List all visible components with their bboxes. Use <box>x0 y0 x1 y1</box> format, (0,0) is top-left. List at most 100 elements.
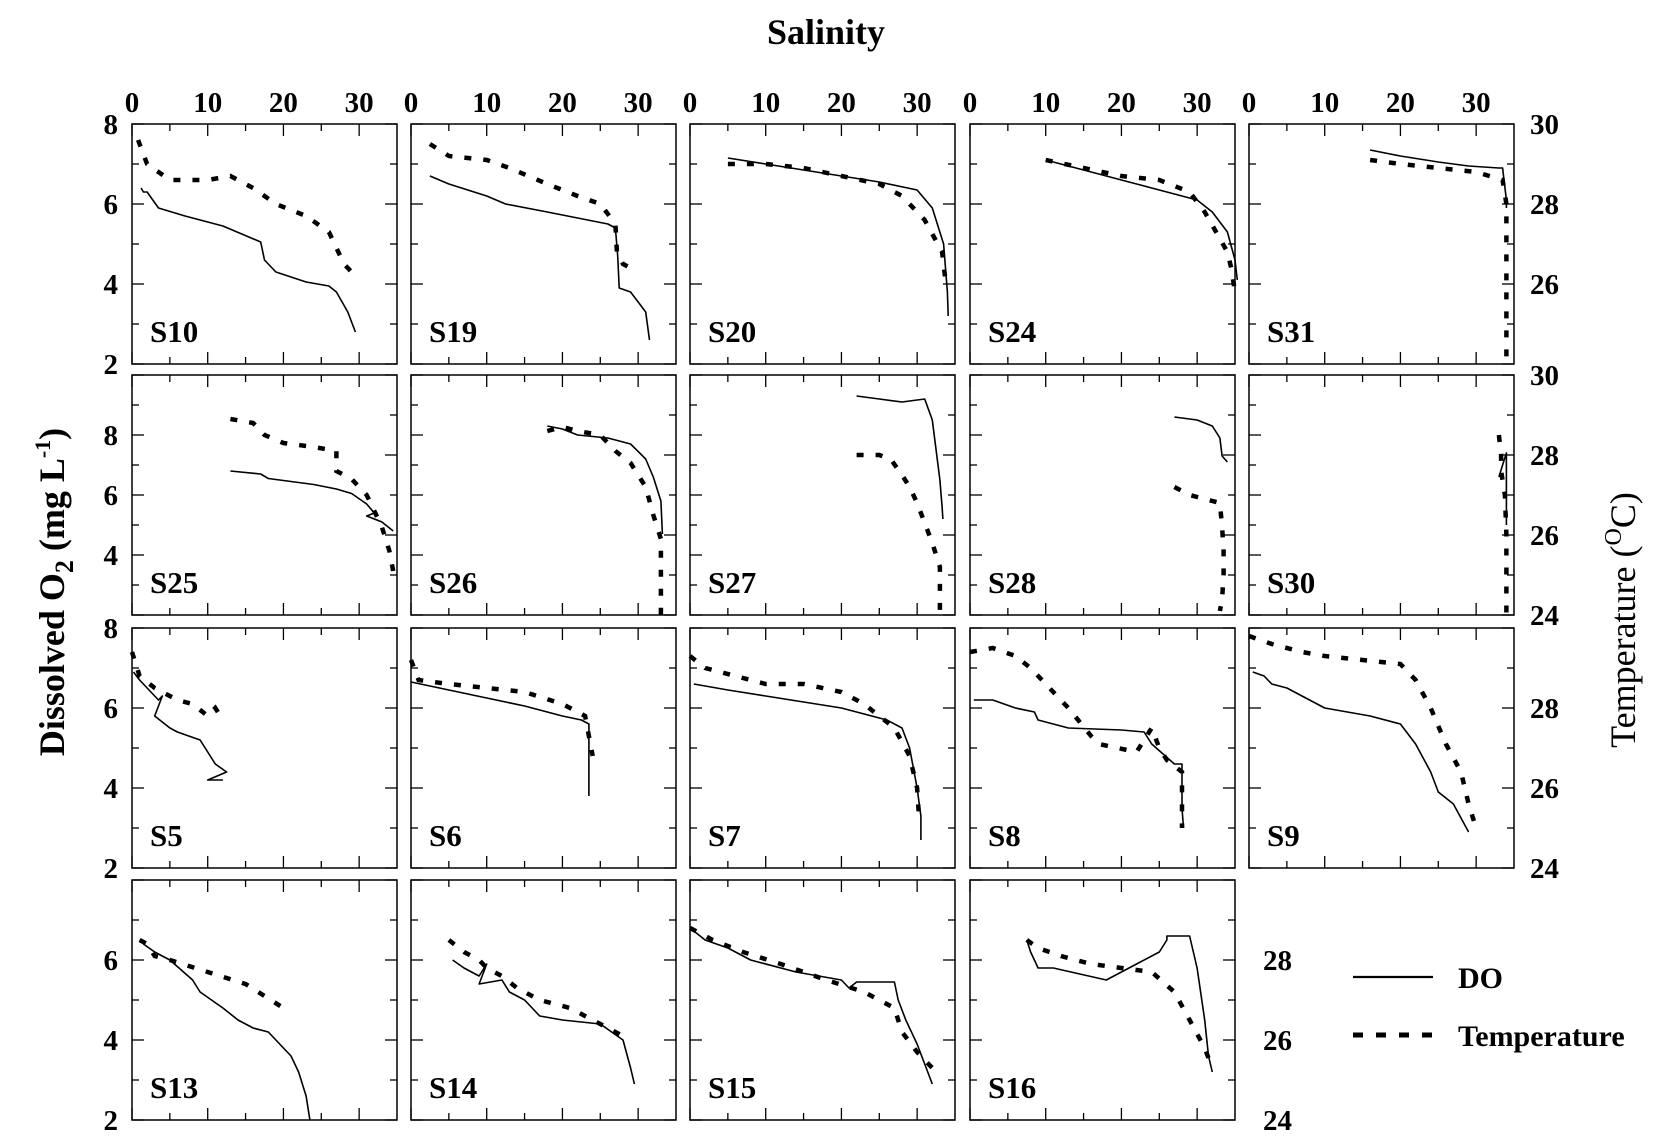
salinity-tick-label: 30 <box>345 87 374 119</box>
temperature-series-line <box>546 424 664 615</box>
do-tick-label: 6 <box>104 693 119 725</box>
station-label: S20 <box>708 314 756 349</box>
legend: DO Temperature <box>1353 962 1625 1053</box>
salinity-tick-label: 10 <box>1310 87 1339 119</box>
left-axis-title: Dissolved O2 (mg L-1) <box>30 428 79 756</box>
temperature-tick-label: 28 <box>1530 693 1559 725</box>
salinity-tick-label: 10 <box>1031 87 1060 119</box>
do-series-line <box>973 699 1185 829</box>
station-label: S6 <box>429 818 462 853</box>
temperature-tick-label: 26 <box>1530 773 1559 805</box>
salinity-tick-label: 30 <box>903 87 932 119</box>
svg-text:Dissolved O2 (mg L-1): Dissolved O2 (mg L-1) <box>30 428 79 756</box>
station-label: S9 <box>1267 818 1300 853</box>
legend-temp-label: Temperature <box>1458 1020 1625 1053</box>
do-tick-label: 8 <box>104 420 119 452</box>
salinity-tick-label: 30 <box>1462 87 1491 119</box>
temperature-series-line <box>1045 157 1238 293</box>
salinity-tick-label: 0 <box>683 87 698 119</box>
station-label: S27 <box>708 565 756 600</box>
panel-s20: S20 0 10 20 30 <box>683 87 956 365</box>
panel-s15: S15 <box>688 879 956 1121</box>
temperature-tick-label: 30 <box>1530 109 1559 141</box>
station-label: S31 <box>1267 314 1315 349</box>
station-label: S16 <box>988 1070 1036 1105</box>
do-tick-label: 2 <box>104 1105 119 1137</box>
salinity-tick-label: 10 <box>193 87 222 119</box>
panel-s31: S31 0 10 20 30 26 28 30 <box>1242 87 1559 365</box>
panel-s26: S26 <box>410 374 677 616</box>
station-label: S28 <box>988 565 1036 600</box>
panel-s16: S16 24 26 28 <box>969 879 1292 1137</box>
salinity-tick-label: 0 <box>1242 87 1257 119</box>
salinity-tick-label: 20 <box>827 87 856 119</box>
temperature-tick-label: 24 <box>1530 853 1559 885</box>
panel-s7: S7 <box>688 627 956 869</box>
station-label: S26 <box>429 565 477 600</box>
do-series-line <box>140 187 357 333</box>
svg-text:Temperature (OC): Temperature (OC) <box>1601 492 1643 748</box>
temperature-series-line <box>1248 633 1479 829</box>
temperature-series-line <box>408 659 595 757</box>
panel-s6: S6 <box>408 627 677 869</box>
station-label: S10 <box>150 314 198 349</box>
temperature-tick-label: 28 <box>1530 189 1559 221</box>
temperature-series-line <box>230 416 396 572</box>
do-series-line <box>693 683 922 840</box>
do-series-line <box>132 671 228 781</box>
temperature-tick-label: 28 <box>1263 945 1292 977</box>
do-series-line <box>142 943 311 1121</box>
temperature-series-line <box>135 139 354 274</box>
station-label: S13 <box>150 1070 198 1105</box>
temperature-series-line <box>727 161 949 285</box>
temperature-series-line <box>1173 485 1226 612</box>
salinity-tick-label: 0 <box>404 87 419 119</box>
temperature-tick-label: 26 <box>1263 1025 1292 1057</box>
salinity-tick-label: 20 <box>1107 87 1136 119</box>
do-series-line <box>429 175 651 341</box>
temperature-tick-label: 28 <box>1530 440 1559 472</box>
temperature-series-line <box>856 452 943 615</box>
do-series-line <box>410 681 590 796</box>
salinity-tick-label: 30 <box>1183 87 1212 119</box>
do-series-line <box>856 395 944 520</box>
temperature-tick-label: 30 <box>1530 360 1559 392</box>
do-tick-label: 4 <box>104 540 119 572</box>
temperature-series-line <box>1025 938 1215 1069</box>
do-series-line <box>1369 149 1508 208</box>
salinity-tick-label: 20 <box>269 87 298 119</box>
salinity-tick-label: 0 <box>963 87 978 119</box>
do-series-line <box>1026 935 1214 1073</box>
right-axis-title: Temperature (OC) <box>1601 492 1643 748</box>
panel-s9: S9 24 26 28 <box>1248 627 1559 885</box>
temperature-series-line <box>1369 157 1509 360</box>
salinity-tick-label: 10 <box>472 87 501 119</box>
do-tick-label: 4 <box>104 269 119 301</box>
do-tick-label: 4 <box>104 773 119 805</box>
do-series-line <box>689 927 934 1085</box>
panel-s14: S14 <box>410 879 677 1121</box>
do-tick-label: 2 <box>104 853 119 885</box>
panel-s25: S25 4 6 8 <box>104 374 398 616</box>
temperature-series-line <box>688 654 921 813</box>
do-tick-label: 8 <box>104 613 119 645</box>
do-tick-label: 2 <box>104 349 119 381</box>
panel-s8: S8 <box>969 627 1236 869</box>
panel-s27: S27 <box>689 374 956 616</box>
do-tick-label: 6 <box>104 945 119 977</box>
panel-s24: S24 0 10 20 30 <box>963 87 1239 365</box>
station-label: S19 <box>429 314 477 349</box>
do-tick-label: 8 <box>104 109 119 141</box>
do-series-line <box>1045 159 1239 281</box>
station-label: S5 <box>150 818 183 853</box>
do-series-line <box>1498 452 1508 525</box>
panel-s19: S19 0 10 20 30 <box>404 87 677 365</box>
temperature-series-line <box>969 645 1185 828</box>
salinity-tick-label: 10 <box>751 87 780 119</box>
salinity-tick-label: 30 <box>624 87 653 119</box>
panel-s13: S13 2 4 6 <box>104 879 398 1137</box>
temperature-tick-label: 24 <box>1263 1105 1292 1137</box>
do-series-line <box>727 157 949 317</box>
temperature-tick-label: 26 <box>1530 520 1559 552</box>
